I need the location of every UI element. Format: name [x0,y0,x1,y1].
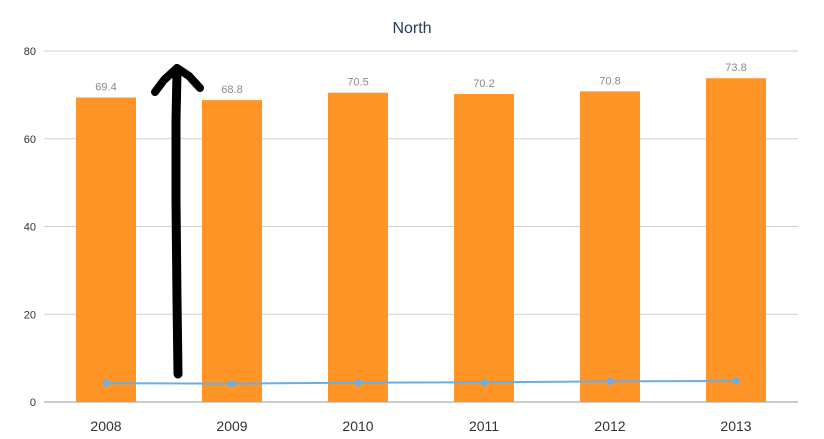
y-tick-label: 0 [30,397,36,409]
x-tick-label: 2012 [594,418,625,434]
line-point [480,378,488,386]
y-tick-label: 20 [24,309,36,321]
data-labels: 69.4 68.8 70.5 70.2 70.8 73.8 [95,62,746,96]
x-axis-ticks: 2008 2009 2010 2011 2012 2013 [90,418,751,434]
data-label: 73.8 [725,62,746,74]
bar [76,97,136,402]
x-tick-label: 2013 [720,418,751,434]
data-label: 70.8 [599,75,620,87]
data-label: 70.5 [347,77,368,89]
arrow-shaft [171,67,183,379]
line-point [102,379,110,387]
line-point [228,380,236,388]
line-point [354,379,362,387]
bar [580,91,640,403]
line-path [105,379,737,385]
bar [202,100,262,402]
data-label: 69.4 [95,82,116,94]
data-label: 70.2 [473,78,494,90]
data-label: 68.8 [221,84,242,96]
bar [328,92,388,403]
line-point [732,377,740,385]
x-tick-label: 2009 [216,418,247,434]
bar [454,93,514,402]
x-tick-label: 2008 [90,418,121,434]
y-tick-label: 40 [24,222,36,234]
bar [706,78,766,402]
x-tick-label: 2011 [469,418,499,434]
arrow-head [151,64,204,96]
bars [76,78,766,403]
y-tick-label: 60 [24,134,36,146]
arrow-annotation [151,64,204,379]
line-point [606,377,614,385]
chart-title: North [392,20,432,37]
line-series [102,377,740,388]
x-tick-label: 2010 [342,418,373,434]
y-axis-ticks: 0 20 40 60 80 [24,46,36,409]
gridlines [44,50,798,403]
y-tick-label: 80 [24,46,36,58]
